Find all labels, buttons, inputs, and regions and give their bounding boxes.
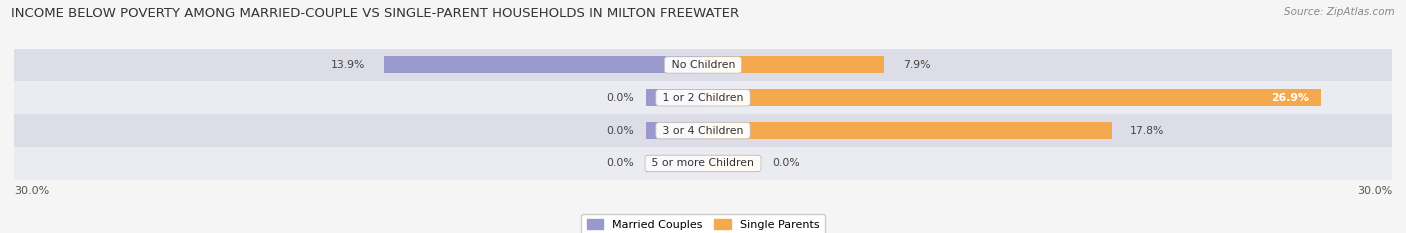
Bar xyxy=(384,56,703,73)
Text: 0.0%: 0.0% xyxy=(606,93,634,103)
Text: 5 or more Children: 5 or more Children xyxy=(648,158,758,168)
Legend: Married Couples, Single Parents: Married Couples, Single Parents xyxy=(581,214,825,233)
Text: 3 or 4 Children: 3 or 4 Children xyxy=(659,126,747,136)
Text: 0.0%: 0.0% xyxy=(772,158,800,168)
Text: 1 or 2 Children: 1 or 2 Children xyxy=(659,93,747,103)
Text: 0.0%: 0.0% xyxy=(606,158,634,168)
Text: Source: ZipAtlas.com: Source: ZipAtlas.com xyxy=(1284,7,1395,17)
Text: 26.9%: 26.9% xyxy=(1271,93,1309,103)
Text: 13.9%: 13.9% xyxy=(330,60,366,70)
Bar xyxy=(14,114,1392,147)
Text: No Children: No Children xyxy=(668,60,738,70)
Text: 7.9%: 7.9% xyxy=(903,60,931,70)
Text: INCOME BELOW POVERTY AMONG MARRIED-COUPLE VS SINGLE-PARENT HOUSEHOLDS IN MILTON : INCOME BELOW POVERTY AMONG MARRIED-COUPL… xyxy=(11,7,740,20)
Bar xyxy=(703,56,884,73)
Bar xyxy=(645,155,703,172)
Bar xyxy=(703,122,1112,139)
Bar xyxy=(14,81,1392,114)
Text: 30.0%: 30.0% xyxy=(14,186,49,196)
Bar xyxy=(14,48,1392,81)
Bar xyxy=(645,89,703,106)
Bar xyxy=(14,147,1392,180)
Text: 0.0%: 0.0% xyxy=(606,126,634,136)
Bar xyxy=(703,89,1320,106)
Bar xyxy=(645,122,703,139)
Bar xyxy=(703,155,761,172)
Text: 17.8%: 17.8% xyxy=(1130,126,1164,136)
Text: 30.0%: 30.0% xyxy=(1357,186,1392,196)
